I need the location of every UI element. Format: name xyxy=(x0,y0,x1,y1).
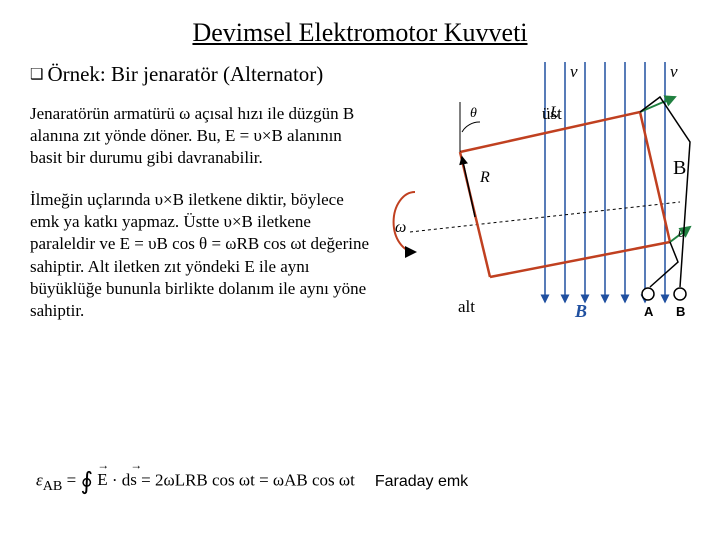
paragraph-1: Jenaratörün armatürü ω açısal hızı ile d… xyxy=(30,103,370,169)
R-label: R xyxy=(479,169,490,186)
example-heading: ❑ Örnek: Bir jenaratör (Alternator) xyxy=(30,62,370,87)
label-v-top-right: v xyxy=(670,62,678,82)
theta-label: θ xyxy=(470,106,477,121)
terminal-B: B xyxy=(676,304,685,319)
omega-label: ω xyxy=(395,219,406,236)
content-row: ❑ Örnek: Bir jenaratör (Alternator) Jena… xyxy=(0,48,720,342)
paragraph-2: İlmeğin uçlarında υ×B iletkene diktir, b… xyxy=(30,189,370,322)
text-column: ❑ Örnek: Bir jenaratör (Alternator) Jena… xyxy=(30,62,380,342)
page-title: Devimsel Elektromotor Kuvveti xyxy=(0,0,720,48)
label-ust: üst xyxy=(542,104,562,124)
terminal-A: A xyxy=(644,304,654,319)
label-B-side: B xyxy=(673,157,686,180)
equation-row: εAB = ∮ E · ds = 2ωLRB cos ωt = ωAB cos … xyxy=(36,467,468,496)
B-field-label: B xyxy=(574,301,587,321)
diagram-svg: ω R θ L υ xyxy=(380,62,700,332)
subtitle-rest: Bir jenaratör (Alternator) xyxy=(106,62,324,86)
subtitle-prefix: Örnek: xyxy=(47,62,105,86)
bullet-icon: ❑ xyxy=(30,65,43,83)
diagram-column: ω R θ L υ xyxy=(380,62,700,342)
alternator-diagram: ω R θ L υ xyxy=(380,62,700,342)
label-alt: alt xyxy=(458,297,475,317)
label-v-top-left: v xyxy=(570,62,578,82)
emf-equation: εAB = ∮ E · ds = 2ωLRB cos ωt = ωAB cos … xyxy=(36,467,355,496)
faraday-label: Faraday emk xyxy=(375,473,468,491)
